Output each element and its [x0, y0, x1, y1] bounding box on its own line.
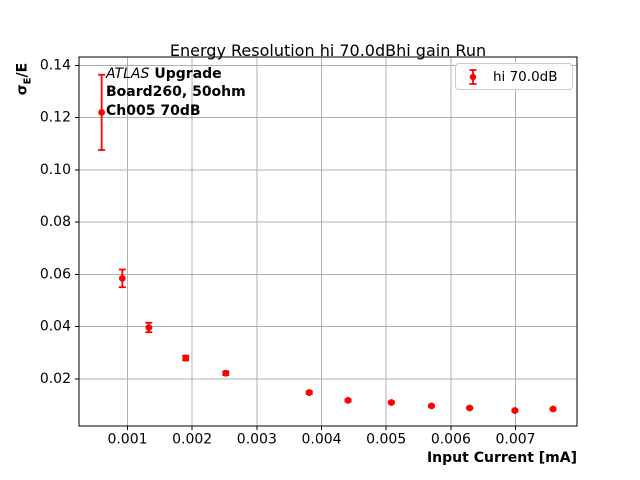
y-tick-label: 0.12 — [40, 110, 71, 126]
data-point — [549, 405, 557, 413]
data-point — [145, 324, 153, 331]
annotation-line-2: Board260, 50ohm — [106, 84, 246, 101]
annotation-upgrade: Upgrade — [154, 66, 222, 82]
annotation-atlas: ATLAS — [106, 66, 150, 82]
y-axis-label-subscript: E — [22, 77, 34, 85]
legend: hi 70.0dB — [455, 63, 573, 90]
errorbar-marker-icon — [469, 68, 477, 85]
data-point — [118, 274, 126, 282]
chart-title: Energy Resolution hi 70.0dBhi gain Run — [169, 41, 487, 60]
y-axis-label: σE/E — [15, 63, 34, 95]
tick-marks — [75, 64, 517, 430]
legend-entry-label: hi 70.0dB — [493, 68, 558, 85]
data-point — [222, 369, 230, 377]
y-tick-label: 0.06 — [40, 266, 71, 282]
x-tick-label: 0.003 — [237, 432, 277, 448]
data-point — [428, 402, 435, 410]
x-tick-label: 0.002 — [172, 432, 212, 448]
annotation-line-1: ATLAS Upgrade — [106, 65, 246, 83]
data-point — [305, 389, 313, 396]
data-point — [344, 396, 352, 404]
data-point — [98, 109, 106, 116]
data-point — [511, 407, 519, 414]
data-series — [98, 73, 557, 414]
y-axis-label-sigma: σ — [14, 84, 31, 96]
data-point — [182, 354, 190, 362]
y-tick-label: 0.08 — [40, 214, 71, 230]
x-axis-label: Input Current [mA] — [426, 450, 577, 466]
x-tick-label: 0.005 — [366, 432, 406, 448]
tick-labels: 0.001 0.002 0.003 0.004 0.005 0.006 0.007 0.02 0… — [40, 57, 536, 447]
y-tick-label: 0.04 — [40, 319, 71, 335]
y-axis-label-rest: /E — [14, 62, 31, 78]
annotation-block: ATLAS Upgrade Board260, 50ohm Ch005 70dB — [106, 65, 246, 120]
data-point — [387, 399, 395, 406]
x-tick-label: 0.007 — [496, 432, 536, 448]
y-tick-label: 0.14 — [40, 57, 71, 73]
axes-frame — [78, 56, 578, 427]
x-tick-label: 0.006 — [431, 432, 471, 448]
annotation-line-3: Ch005 70dB — [106, 102, 201, 119]
y-tick-label: 0.02 — [40, 371, 71, 387]
data-point — [466, 404, 474, 412]
y-tick-label: 0.10 — [40, 162, 71, 178]
x-tick-label: 0.001 — [107, 432, 147, 448]
x-tick-label: 0.004 — [301, 432, 341, 448]
